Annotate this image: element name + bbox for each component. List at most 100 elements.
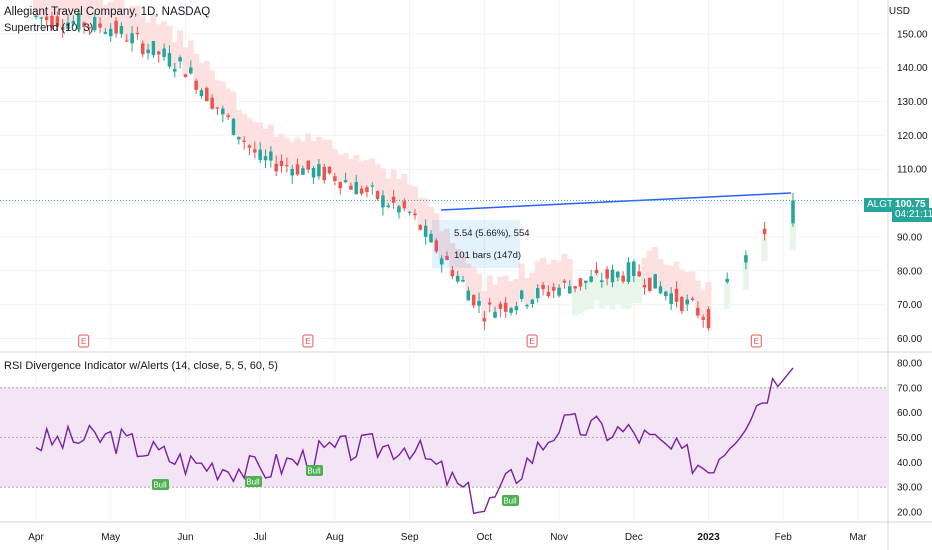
price-tick-label: 70.00: [897, 300, 922, 311]
supertrend-down-zone: [395, 179, 402, 207]
candle-body: [578, 278, 583, 287]
supertrend-down-zone: [305, 133, 312, 161]
candle-body: [690, 298, 695, 301]
candle-body: [621, 275, 625, 282]
supertrend-down-zone: [411, 186, 418, 214]
bull-divergence-label: Bull: [153, 481, 167, 490]
candle-body: [365, 187, 369, 193]
candle-body: [658, 286, 663, 294]
drawn-trendline: [440, 192, 792, 211]
supertrend-down-zone: [97, 0, 104, 24]
candle-body: [503, 302, 508, 312]
supertrend-down-zone: [70, 0, 77, 21]
candle-body: [386, 205, 391, 208]
rsi-legend[interactable]: RSI Divergence Indicator w/Alerts (14, c…: [4, 360, 278, 372]
supertrend-down-zone: [449, 242, 456, 271]
supertrend-down-zone: [476, 273, 483, 301]
supertrend-down-zone: [59, 0, 66, 28]
candle-body: [135, 32, 140, 35]
earnings-marker: [302, 334, 314, 348]
supertrend-up-zone: [761, 234, 768, 262]
supertrend-down-zone: [214, 80, 221, 108]
supertrend-up-zone: [724, 282, 731, 310]
candle-body: [455, 275, 460, 282]
candle-body: [557, 287, 561, 296]
bull-divergence-badge: [245, 476, 262, 487]
supertrend-down-zone: [54, 0, 61, 17]
supertrend-down-zone: [556, 260, 563, 288]
candle-body: [354, 181, 359, 195]
candle-body: [397, 206, 401, 213]
bull-divergence-label: Bull: [246, 478, 260, 487]
measure-bars: 101 bars (147d): [454, 250, 522, 261]
candle-body: [498, 303, 503, 309]
supertrend-down-zone: [700, 289, 707, 318]
supertrend-down-zone: [363, 160, 370, 188]
supertrend-down-zone: [177, 30, 184, 58]
supertrend-down-zone: [641, 257, 648, 285]
supertrend-down-zone: [561, 253, 568, 281]
supertrend-down-zone: [49, 0, 56, 16]
candle-body: [546, 291, 551, 297]
supertrend-up-zone: [614, 277, 621, 305]
supertrend-down-zone: [145, 22, 152, 50]
supertrend-down-zone: [433, 213, 440, 241]
supertrend-down-zone: [481, 291, 488, 319]
price-tick-label: 140.00: [897, 63, 928, 74]
supertrend-up-zone: [598, 282, 605, 310]
price-tick-label: 90.00: [897, 232, 922, 243]
candle-body: [418, 225, 423, 230]
supertrend-down-zone: [513, 279, 520, 307]
candle-body: [338, 182, 343, 189]
supertrend-down-zone: [246, 118, 253, 146]
candle-body: [242, 140, 246, 142]
candle-body: [44, 16, 49, 21]
supertrend-down-zone: [502, 275, 509, 303]
candle-body: [471, 294, 476, 306]
supertrend-down-zone: [427, 206, 434, 234]
supertrend-down-zone: [438, 231, 445, 259]
candle-body: [589, 276, 593, 282]
rsi-tick-label: 40.00: [897, 458, 922, 469]
candle-body: [226, 115, 230, 118]
candle-body: [71, 20, 76, 24]
candle-body: [551, 287, 556, 291]
candle-body: [674, 288, 679, 302]
candle-body: [669, 293, 673, 305]
time-tick-label: Nov: [550, 532, 568, 543]
supertrend-down-zone: [337, 155, 344, 183]
candle-body: [477, 300, 481, 306]
measure-tooltip: 5.54 (5.66%), 554 101 bars (147d): [432, 220, 530, 268]
supertrend-down-zone: [369, 158, 376, 186]
earnings-marker-label: E: [529, 337, 534, 346]
candle-body: [359, 188, 364, 194]
candle-body: [274, 163, 278, 172]
supertrend-down-zone: [374, 164, 381, 192]
supertrend-down-zone: [492, 284, 499, 312]
candle-body: [605, 269, 609, 279]
candle-body: [140, 43, 145, 55]
candle-body: [653, 274, 657, 289]
supertrend-legend[interactable]: Supertrend (10, 3): [4, 22, 94, 34]
supertrend-down-zone: [273, 136, 280, 164]
ticker-badge: ALGT: [864, 198, 897, 212]
supertrend-down-zone: [299, 141, 306, 169]
supertrend-down-zone: [38, 0, 45, 18]
supertrend-down-zone: [123, 13, 130, 41]
time-tick-label: May: [101, 532, 120, 543]
supertrend-down-zone: [486, 275, 493, 303]
supertrend-down-zone: [529, 272, 536, 300]
candle-body: [156, 51, 161, 55]
candle-body: [461, 280, 465, 282]
supertrend-down-zone: [65, 0, 72, 23]
candle-body: [311, 167, 316, 178]
candle-body: [317, 164, 321, 177]
supertrend-down-zone: [134, 5, 141, 33]
supertrend-down-zone: [518, 263, 525, 291]
candle-body: [103, 31, 108, 34]
supertrend-down-zone: [81, 0, 88, 23]
supertrend-down-zone: [193, 53, 200, 81]
supertrend-down-zone: [534, 260, 541, 289]
candle-body: [301, 168, 305, 175]
